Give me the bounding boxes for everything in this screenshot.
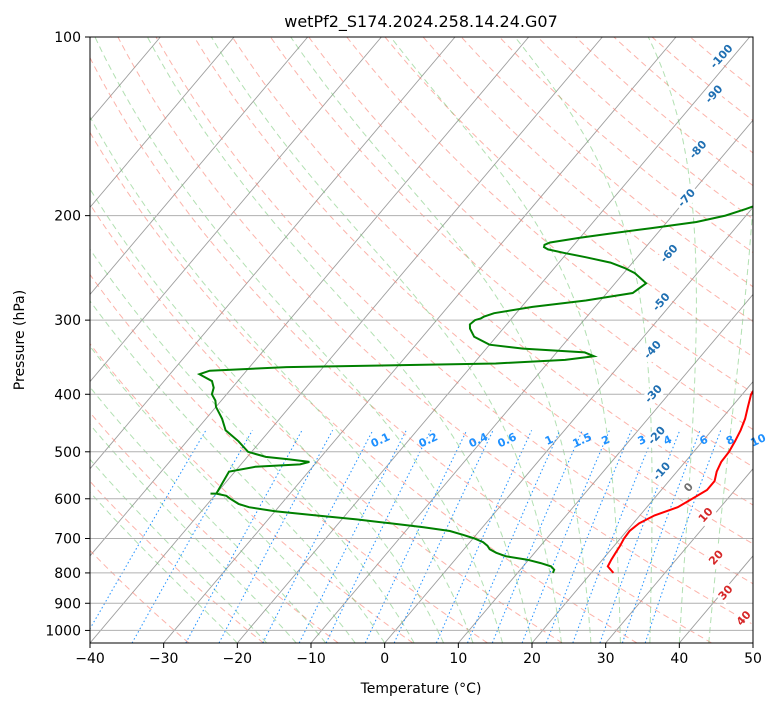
mixing-ratio-line bbox=[90, 430, 207, 630]
isotherm-line bbox=[90, 37, 309, 296]
x-tick-label: 20 bbox=[523, 651, 541, 667]
y-tick-label: 900 bbox=[54, 596, 81, 612]
pressure-gridlines bbox=[90, 37, 753, 631]
x-tick-label: 0 bbox=[380, 651, 389, 667]
x-axis-label: Temperature (°C) bbox=[360, 681, 482, 697]
isotherm-line bbox=[90, 37, 603, 643]
dry-adiabat-label-bg bbox=[705, 40, 738, 74]
dry-adiabat-label-bg bbox=[684, 135, 712, 164]
moist-adiabat-label-bg bbox=[714, 581, 738, 605]
x-tick-label: 10 bbox=[449, 651, 467, 667]
plot-background bbox=[90, 37, 753, 643]
dry-adiabat bbox=[90, 343, 414, 643]
moist-adiabat bbox=[90, 188, 445, 643]
moist-adiabat bbox=[210, 37, 562, 643]
dry-adiabat-label-bg bbox=[673, 184, 701, 213]
dewpoint-line bbox=[196, 205, 753, 574]
y-tick-label: 500 bbox=[54, 445, 81, 461]
dry-adiabat bbox=[193, 37, 753, 545]
dry-adiabat-label-bg bbox=[639, 336, 667, 365]
moist-adiabat bbox=[708, 198, 753, 643]
moist-adiabat bbox=[290, 37, 592, 643]
chart-title: wetPf2_S174.2024.258.14.24.G07 bbox=[284, 12, 558, 32]
dry-adiabat-label-bg bbox=[643, 421, 671, 450]
dry-adiabat bbox=[90, 56, 712, 643]
mixing-ratio-line bbox=[467, 430, 561, 643]
isotherm-line bbox=[90, 37, 235, 209]
mixing-ratio-line bbox=[393, 430, 494, 643]
x-tick-label: −30 bbox=[149, 651, 179, 667]
dry-adiabat bbox=[155, 37, 753, 585]
x-tick-label: 30 bbox=[597, 651, 615, 667]
y-tick-label: 700 bbox=[54, 532, 81, 548]
mixing-ratio-line bbox=[185, 430, 303, 643]
x-tick-label: 50 bbox=[744, 651, 762, 667]
dry-adiabat-label-bg bbox=[640, 380, 668, 409]
plot-area bbox=[90, 37, 753, 643]
isotherm-line bbox=[90, 37, 530, 557]
y-axis-label: Pressure (hPa) bbox=[12, 290, 28, 390]
isotherm-line bbox=[531, 380, 753, 643]
dry-adiabat-label-bg bbox=[700, 80, 728, 109]
y-tick-label: 400 bbox=[54, 387, 81, 403]
moist-adiabat bbox=[390, 37, 621, 643]
moist-adiabat bbox=[90, 248, 415, 643]
moist-adiabat bbox=[94, 37, 503, 643]
mixing-ratio-line bbox=[435, 430, 533, 643]
isotherm-line bbox=[163, 37, 677, 643]
moist-adiabat bbox=[90, 300, 386, 643]
dry-adiabat-label-bg bbox=[648, 457, 676, 486]
dry-adiabat-label-bg bbox=[648, 288, 676, 317]
isotherm-line bbox=[605, 468, 753, 643]
mixing-ratio-line bbox=[218, 430, 334, 643]
mixing-ratio-line bbox=[621, 430, 701, 643]
moist-adiabat-label-bg bbox=[680, 479, 698, 497]
isotherm-line bbox=[90, 37, 456, 470]
x-tick-label: 40 bbox=[670, 651, 688, 667]
mixing-ratio-label: 10 bbox=[749, 431, 769, 449]
moist-adiabat-label-bg bbox=[694, 504, 718, 527]
isotherm-line bbox=[384, 206, 753, 643]
mixing-ratio-line bbox=[325, 430, 432, 643]
mixing-ratio-line bbox=[131, 430, 253, 643]
dry-adiabat bbox=[499, 37, 753, 254]
isotherm-line bbox=[90, 37, 382, 383]
moist-adiabat-label-bg bbox=[732, 607, 756, 630]
mixing-ratio-line bbox=[644, 430, 722, 643]
y-tick-label: 200 bbox=[54, 209, 81, 225]
x-tick-label: −10 bbox=[296, 651, 326, 667]
moist-adiabat-label-bg bbox=[705, 546, 728, 570]
dry-adiabat bbox=[308, 37, 753, 431]
isotherm-line bbox=[457, 293, 753, 643]
x-tick-label: −20 bbox=[223, 651, 253, 667]
moist-adiabat bbox=[146, 37, 533, 643]
moist-adiabat bbox=[514, 37, 653, 643]
dry-adiabat-label-bg bbox=[655, 239, 684, 268]
axis-ticks: −40 −30 −20 −10 0 10 20 30 40 50 100 200 300 400 500 60… bbox=[45, 30, 762, 667]
plot-frame bbox=[89, 36, 754, 644]
isotherm-line bbox=[236, 37, 751, 643]
dry-adiabat bbox=[231, 37, 753, 506]
dry-adiabat bbox=[90, 480, 264, 643]
y-tick-label: 100 bbox=[54, 30, 81, 46]
profile-lines bbox=[196, 205, 753, 574]
moist-adiabat bbox=[90, 115, 474, 643]
temperature-line bbox=[606, 389, 753, 574]
dry-adiabat bbox=[460, 37, 753, 288]
y-tick-label: 600 bbox=[54, 492, 81, 508]
y-tick-label: 300 bbox=[54, 313, 81, 329]
y-tick-label: 800 bbox=[54, 566, 81, 582]
y-tick-label: 1000 bbox=[45, 623, 81, 639]
dry-adiabat bbox=[270, 37, 753, 468]
dry-adiabat bbox=[346, 37, 753, 394]
mixing-ratio-line bbox=[364, 430, 468, 643]
x-tick-label: −40 bbox=[75, 651, 105, 667]
mixing-ratio-line bbox=[491, 430, 583, 643]
isotherm-line bbox=[752, 642, 753, 643]
moist-adiabat bbox=[90, 491, 238, 643]
